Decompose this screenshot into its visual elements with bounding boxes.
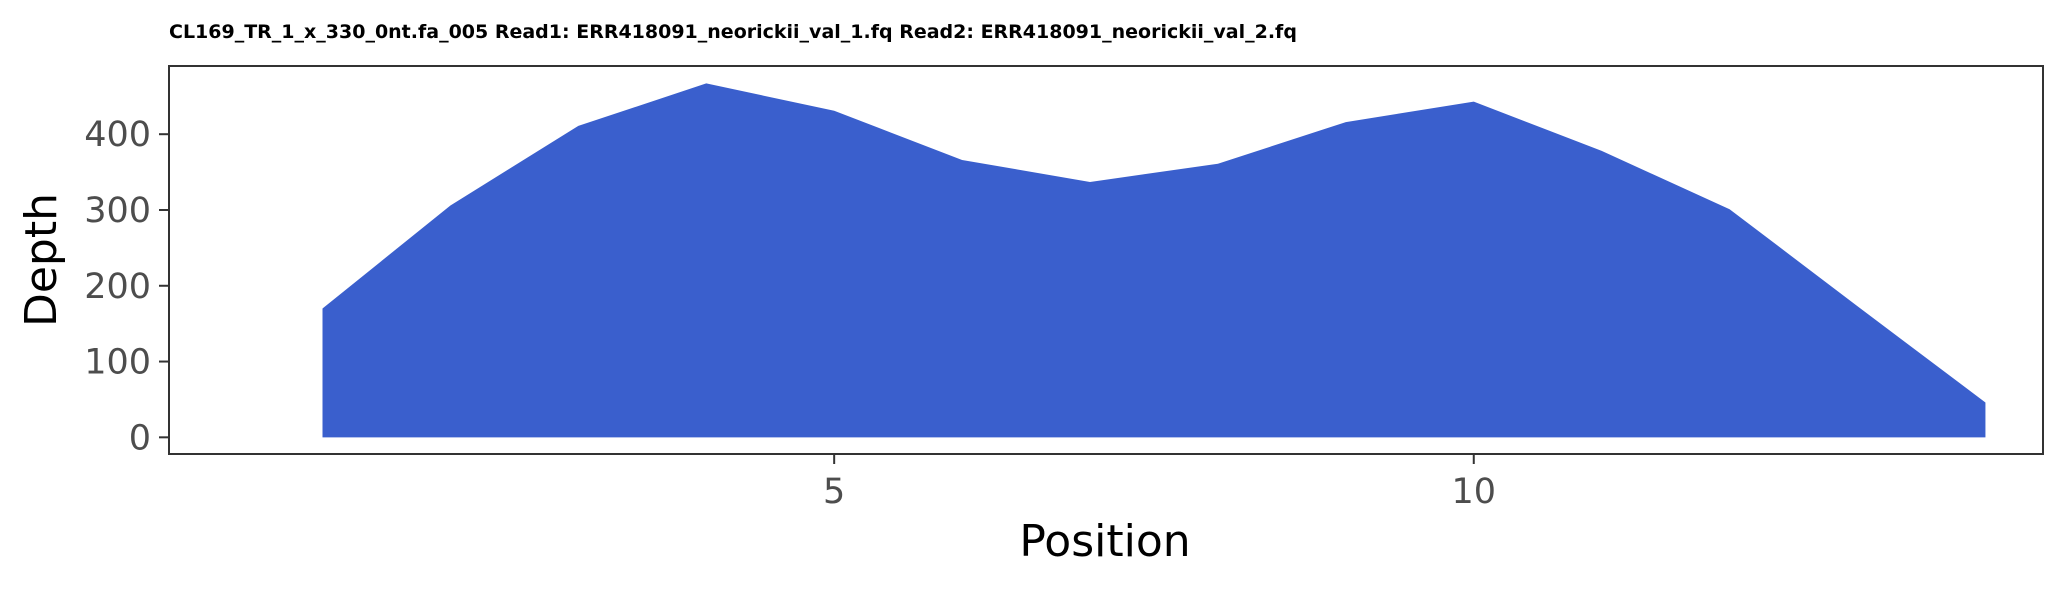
y-axis-title: Depth — [16, 193, 67, 327]
panel-border — [168, 65, 2044, 455]
y-tick-label: 300 — [84, 191, 151, 231]
depth-area — [322, 83, 1986, 438]
x-axis: 5 10 — [823, 454, 1496, 512]
x-tick-label: 10 — [1451, 472, 1496, 512]
plot-area — [168, 65, 2044, 455]
x-axis-title: Position — [1019, 516, 1190, 567]
y-axis: 0 100 200 300 400 — [84, 115, 169, 458]
x-tick-label: 5 — [823, 472, 845, 512]
y-tick-label: 100 — [84, 343, 151, 383]
chart-title: CL169_TR_1_x_330_0nt.fa_005 Read1: ERR41… — [169, 21, 1297, 43]
y-tick-label: 0 — [129, 418, 151, 458]
y-tick-label: 400 — [84, 115, 151, 155]
y-tick-label: 200 — [84, 267, 151, 307]
